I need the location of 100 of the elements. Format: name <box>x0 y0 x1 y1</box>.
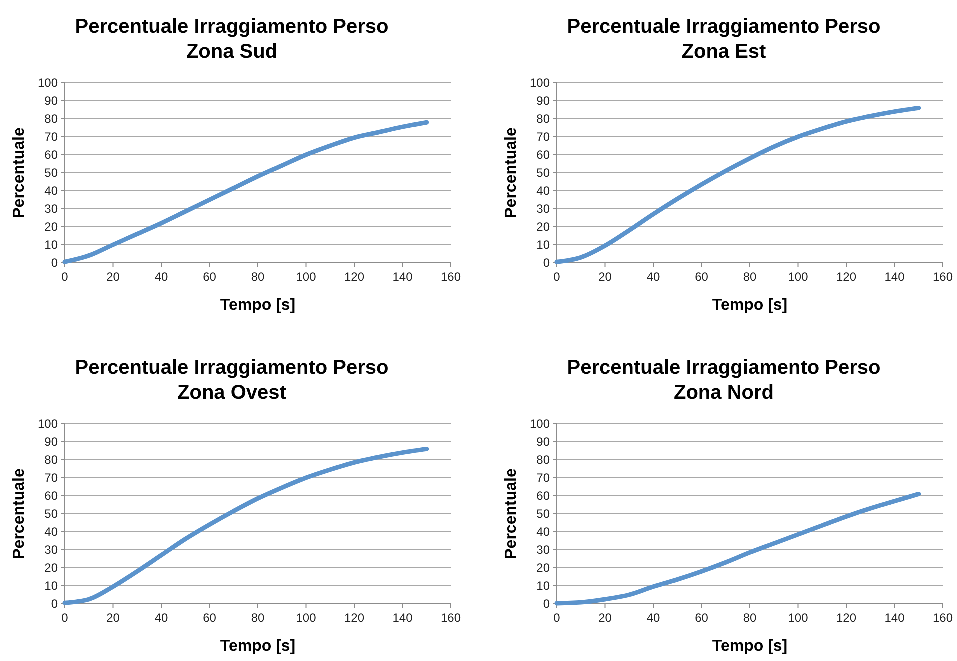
y-axis-title: Percentuale <box>11 468 28 560</box>
x-tick-label: 100 <box>788 270 809 284</box>
chart-subtitle: Zona Ovest <box>178 382 287 404</box>
y-tick-label: 70 <box>44 471 58 486</box>
x-tick-label: 140 <box>392 611 414 625</box>
line-series <box>554 492 922 606</box>
y-axis-title: Percentuale <box>503 128 520 218</box>
y-tick-label: 0 <box>51 597 58 612</box>
x-tick-label: 0 <box>554 611 561 625</box>
y-tick-label: 30 <box>44 543 58 558</box>
x-tick-label: 120 <box>344 270 365 284</box>
x-tick-label: 20 <box>106 611 120 625</box>
x-tick-label: 80 <box>743 611 757 625</box>
x-tick-label: 40 <box>646 611 660 625</box>
chart-title: Percentuale Irraggiamento Perso <box>75 357 389 379</box>
y-tick-label: 40 <box>44 525 58 540</box>
y-tick-label: 0 <box>51 256 58 270</box>
x-tick-label: 0 <box>62 611 69 625</box>
x-tick-label: 100 <box>296 270 317 284</box>
x-tick-label: 160 <box>932 270 954 284</box>
y-tick-label: 60 <box>44 489 58 504</box>
x-tick-label: 60 <box>203 270 217 284</box>
x-tick-label: 80 <box>743 270 757 284</box>
x-tick-label: 40 <box>154 611 168 625</box>
y-tick-label: 30 <box>536 202 550 216</box>
x-tick-label: 140 <box>392 270 414 284</box>
y-tick-label: 30 <box>536 543 550 558</box>
x-tick-label: 20 <box>106 270 120 284</box>
y-tick-label: 40 <box>44 184 58 198</box>
chart-subtitle: Zona Nord <box>674 382 774 404</box>
x-tick-label: 60 <box>695 270 709 284</box>
y-tick-label: 10 <box>536 238 550 252</box>
y-axis-title: Percentuale <box>11 128 28 218</box>
chart-subtitle: Zona Est <box>682 41 767 63</box>
x-tick-label: 100 <box>296 611 317 625</box>
x-tick-label: 80 <box>251 270 265 284</box>
chart-title: Percentuale Irraggiamento Perso <box>75 16 389 38</box>
y-tick-label: 90 <box>44 435 58 450</box>
y-tick-label: 60 <box>536 148 550 162</box>
x-tick-label: 20 <box>598 270 612 284</box>
y-tick-label: 10 <box>44 238 58 252</box>
x-axis-title: Tempo [s] <box>712 297 788 314</box>
y-tick-label: 80 <box>44 112 58 126</box>
chart-title: Percentuale Irraggiamento Perso <box>567 16 881 38</box>
x-tick-label: 80 <box>251 611 265 625</box>
y-tick-label: 70 <box>44 130 58 144</box>
x-tick-label: 140 <box>884 611 906 625</box>
x-tick-label: 40 <box>646 270 660 284</box>
y-tick-label: 60 <box>536 489 550 504</box>
x-tick-label: 160 <box>440 611 462 625</box>
y-tick-label: 50 <box>44 166 58 180</box>
chart-subtitle: Zona Sud <box>186 41 278 63</box>
y-tick-label: 90 <box>536 435 550 450</box>
y-tick-label: 80 <box>536 112 550 126</box>
y-tick-label: 0 <box>543 256 550 270</box>
y-tick-label: 10 <box>536 579 550 594</box>
chart-title: Percentuale Irraggiamento Perso <box>567 357 881 379</box>
x-tick-label: 20 <box>598 611 612 625</box>
y-tick-label: 20 <box>536 561 550 576</box>
y-tick-label: 70 <box>536 471 550 486</box>
x-axis-title: Tempo [s] <box>220 297 296 314</box>
y-tick-label: 0 <box>543 597 550 612</box>
y-tick-label: 40 <box>536 184 550 198</box>
y-tick-label: 100 <box>530 417 550 432</box>
y-tick-label: 20 <box>536 220 550 234</box>
y-tick-label: 50 <box>536 166 550 180</box>
x-tick-label: 160 <box>440 270 462 284</box>
x-tick-label: 120 <box>344 611 365 625</box>
x-tick-label: 100 <box>788 611 809 625</box>
y-tick-label: 90 <box>536 94 550 108</box>
y-tick-label: 100 <box>530 76 550 90</box>
x-tick-label: 60 <box>203 611 217 625</box>
x-tick-label: 40 <box>154 270 168 284</box>
line-series <box>62 446 430 606</box>
x-tick-label: 0 <box>554 270 561 284</box>
x-tick-label: 60 <box>695 611 709 625</box>
y-axis-title: Percentuale <box>503 468 520 560</box>
y-tick-label: 90 <box>44 94 58 108</box>
y-tick-label: 80 <box>536 453 550 468</box>
x-tick-label: 0 <box>62 270 69 284</box>
line-series <box>554 106 922 264</box>
y-tick-label: 40 <box>536 525 550 540</box>
y-tick-label: 20 <box>44 220 58 234</box>
y-tick-label: 100 <box>38 417 58 432</box>
y-tick-label: 100 <box>38 76 58 90</box>
y-tick-label: 20 <box>44 561 58 576</box>
y-tick-label: 30 <box>44 202 58 216</box>
y-tick-label: 10 <box>44 579 58 594</box>
x-axis-title: Tempo [s] <box>220 638 296 655</box>
x-tick-label: 120 <box>836 270 857 284</box>
y-tick-label: 50 <box>536 507 550 522</box>
x-axis-title: Tempo [s] <box>712 638 788 655</box>
y-tick-label: 50 <box>44 507 58 522</box>
y-tick-label: 60 <box>44 148 58 162</box>
y-tick-label: 80 <box>44 453 58 468</box>
x-tick-label: 120 <box>836 611 857 625</box>
x-tick-label: 140 <box>884 270 906 284</box>
x-tick-label: 160 <box>932 611 954 625</box>
y-tick-label: 70 <box>536 130 550 144</box>
line-series <box>62 120 430 264</box>
